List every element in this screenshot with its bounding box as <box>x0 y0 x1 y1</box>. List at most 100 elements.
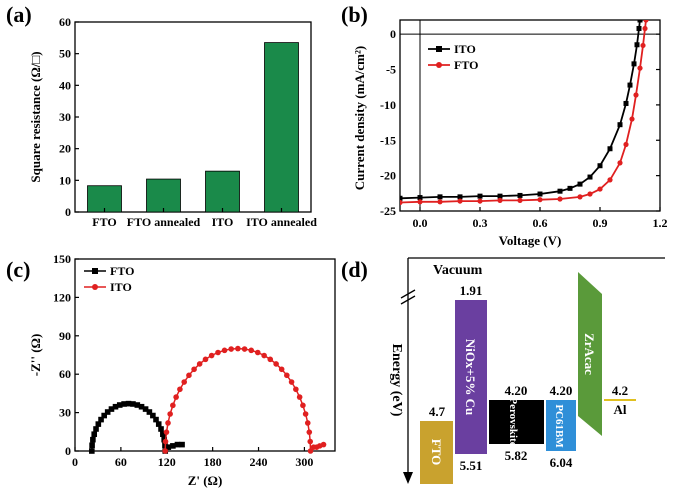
data-point <box>497 193 503 199</box>
x-tick-label: 1.2 <box>653 216 668 230</box>
pcbm-bar <box>546 400 576 451</box>
data-point <box>640 42 646 49</box>
data-point <box>633 92 639 98</box>
fto-bar <box>420 421 453 484</box>
data-point <box>607 146 613 152</box>
data-point <box>208 352 215 359</box>
vacuum-label: Vacuum <box>433 263 483 278</box>
niox-top-value: 1.91 <box>460 283 483 298</box>
y-tick-label: 0 <box>65 444 71 458</box>
panel-a: (a) 0 10 20 30 40 50 60 FTO FTO annealed ITO ITO … <box>6 2 317 229</box>
x-tick-label: 180 <box>204 455 222 469</box>
data-point <box>254 349 261 356</box>
data-point <box>116 402 123 408</box>
data-point <box>537 191 543 197</box>
data-point <box>417 199 423 205</box>
data-point <box>457 198 463 204</box>
niox-bottom-value: 5.51 <box>460 458 483 473</box>
data-point <box>167 411 173 417</box>
data-point <box>95 421 102 427</box>
data-point <box>517 192 523 198</box>
data-point <box>304 420 311 426</box>
pcbm-bottom-value: 6.04 <box>550 455 573 470</box>
legend-marker <box>436 46 442 52</box>
legend-marker <box>92 284 98 290</box>
panel-label-d: (d) <box>341 257 368 282</box>
data-point <box>196 361 203 367</box>
data-point <box>221 347 228 354</box>
data-point <box>302 411 309 417</box>
x-tick-label: 0.6 <box>533 216 548 230</box>
data-point <box>557 188 563 194</box>
data-point <box>146 409 153 415</box>
y-tick-label: 0 <box>390 27 396 41</box>
x-tick-label: 300 <box>295 455 313 469</box>
data-point <box>477 198 483 204</box>
panel-a-y-ticks: 0 10 20 30 40 50 60 <box>59 15 79 219</box>
x-tick-label: 0.3 <box>473 216 488 230</box>
data-point <box>170 402 176 409</box>
y-tick-label: -5 <box>386 63 396 77</box>
data-point <box>293 386 299 393</box>
panel-c-series <box>89 345 327 454</box>
data-point <box>557 196 563 202</box>
panel-label-c: (c) <box>6 257 30 282</box>
perovskite-top-value: 4.20 <box>505 383 528 398</box>
panel-label-b: (b) <box>341 2 368 27</box>
data-point <box>134 402 141 408</box>
data-point <box>162 438 169 445</box>
data-point <box>173 394 179 400</box>
data-point <box>155 421 162 427</box>
data-point <box>202 356 209 363</box>
data-point <box>174 441 181 448</box>
data-point <box>179 441 185 448</box>
al-top-value: 4.2 <box>612 383 628 398</box>
bar <box>146 178 181 213</box>
data-point <box>577 181 583 187</box>
x-tick-label: FTO <box>92 215 116 229</box>
data-point <box>607 177 613 183</box>
data-point <box>181 379 187 385</box>
data-point <box>400 199 403 206</box>
data-point <box>163 429 170 435</box>
data-point <box>296 394 303 400</box>
niox-label: NiOx+5% Cu <box>463 339 478 415</box>
energy-axis-arrow-icon <box>403 472 413 484</box>
panel-c-frame <box>74 258 336 452</box>
y-tick-label: 120 <box>53 290 71 304</box>
data-point <box>138 403 145 410</box>
data-point <box>104 409 111 415</box>
y-tick-label: 60 <box>59 367 71 381</box>
pcbm-top-value: 4.20 <box>550 383 573 398</box>
data-point <box>567 185 573 191</box>
y-tick-label: -20 <box>380 169 396 183</box>
axis-break-mark <box>400 289 416 299</box>
data-point <box>477 193 483 199</box>
perovskite-bar <box>489 400 544 444</box>
x-tick-label: FTO annealed <box>127 215 201 229</box>
panel-b-frame <box>399 19 661 212</box>
data-point <box>98 416 104 423</box>
zracac-bar <box>578 272 602 436</box>
panel-c-ticks: 0 60 120 180 240 300 0 30 60 90 120 150 <box>53 252 313 469</box>
y-tick-label: 10 <box>59 173 71 187</box>
data-point <box>617 160 623 166</box>
data-point <box>288 379 295 385</box>
y-tick-label: 20 <box>59 142 71 156</box>
data-point <box>248 347 255 354</box>
x-tick-label: ITO <box>212 215 234 229</box>
y-tick-label: 30 <box>59 406 71 420</box>
panel-b-legend: ITO FTO <box>428 42 478 72</box>
panel-b-ticks: 0.0 0.3 0.6 0.9 1.2 0 -5 -10 -15 -20 -25 <box>380 27 668 230</box>
data-point <box>170 443 176 449</box>
data-point <box>112 403 119 410</box>
data-point <box>437 199 443 205</box>
data-point <box>642 25 648 32</box>
panel-c-y-axis-label: -Z'' (Ω) <box>28 334 43 377</box>
x-tick-label: 0.0 <box>413 216 428 230</box>
data-point <box>307 438 314 445</box>
panel-b-series <box>400 20 649 206</box>
data-point <box>121 401 127 407</box>
legend-label: FTO <box>110 264 134 278</box>
